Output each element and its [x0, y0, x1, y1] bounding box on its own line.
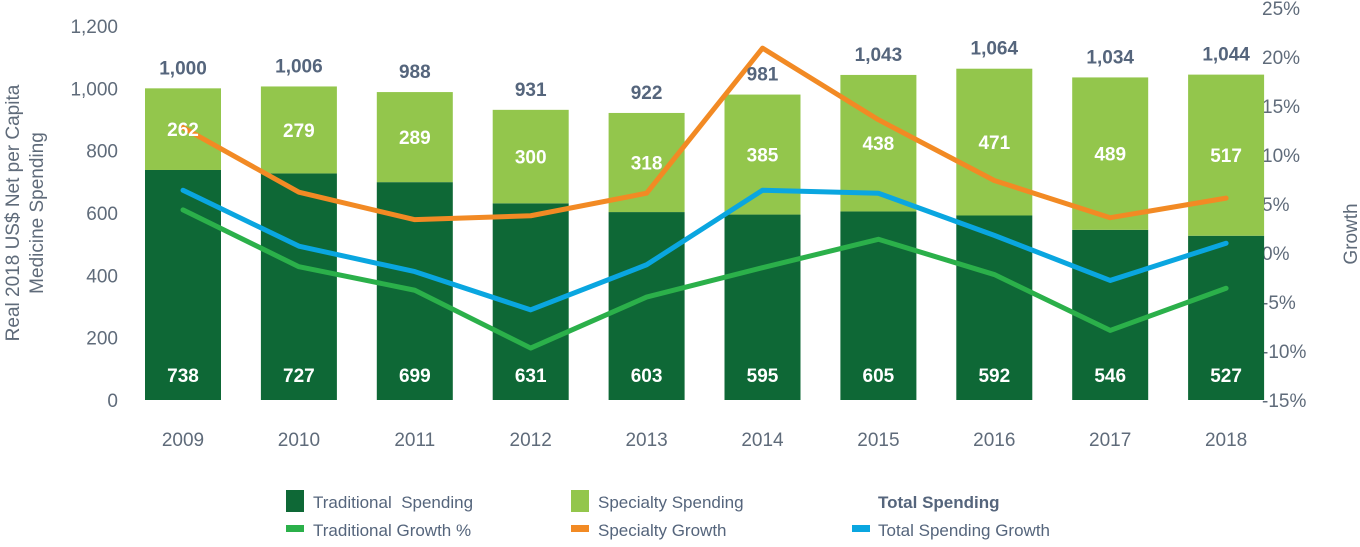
legend-label-specialty-spending: Specialty Spending — [598, 493, 744, 512]
y2-tick-label: 15% — [1262, 97, 1300, 118]
bar-specialty-2014 — [724, 94, 801, 215]
y-tick-label: 0 — [107, 391, 118, 412]
legend: Traditional Spending Specialty Spending … — [286, 490, 1050, 540]
y-tick-label: 600 — [86, 204, 118, 225]
x-axis: 2009 2010 2011 2012 2013 2014 2015 2016 2017 2018 — [162, 430, 1247, 451]
legend-label-specialty-growth: Specialty Growth — [598, 521, 727, 540]
line-specialty-growth — [180, 45, 1229, 223]
right-axis: -15% -10% -5% 0% 5% 10% 15% 20% 25% — [1262, 0, 1306, 412]
legend-label-traditional-growth: Traditional Growth % — [313, 521, 471, 540]
legend-swatch-specialty-spending — [571, 490, 589, 512]
y2-tick-label: -5% — [1262, 293, 1296, 314]
label-traditional-2011: 699 — [399, 366, 431, 387]
label-traditional-2009: 738 — [167, 366, 199, 387]
label-total-2018: 1,044 — [1202, 45, 1250, 66]
bar-traditional-2018 — [1188, 235, 1265, 400]
legend-swatch-traditional-spending — [286, 490, 304, 512]
x-tick-label: 2010 — [278, 430, 320, 451]
bar-specialty-2012 — [492, 109, 569, 204]
y2-tick-label: -10% — [1262, 342, 1306, 363]
line-total-spending-growth — [180, 187, 1229, 313]
x-tick-label: 2017 — [1089, 430, 1131, 451]
label-total-2017: 1,034 — [1086, 47, 1134, 68]
legend-swatch-total-growth — [852, 525, 870, 532]
legend-swatch-specialty-growth — [571, 525, 589, 532]
label-total-2016: 1,064 — [971, 39, 1019, 60]
label-specialty-2010: 279 — [283, 121, 315, 142]
legend-label-total-growth: Total Spending Growth — [878, 521, 1050, 540]
x-tick-label: 2016 — [973, 430, 1015, 451]
x-tick-label: 2012 — [510, 430, 552, 451]
y-tick-label: 1,200 — [70, 17, 118, 38]
x-tick-label: 2011 — [394, 430, 435, 451]
label-total-2013: 922 — [631, 83, 663, 104]
bar-specialty-2017 — [1072, 77, 1149, 230]
y2-tick-label: 0% — [1262, 244, 1290, 265]
labels: 738 262 1,000 727 279 1,006 699 289 988 631 300 931… — [159, 39, 1250, 387]
label-specialty-2017: 489 — [1094, 145, 1126, 166]
label-total-2014: 981 — [747, 65, 779, 86]
x-tick-label: 2013 — [625, 430, 667, 451]
y-tick-label: 200 — [86, 329, 118, 350]
x-tick-label: 2018 — [1205, 430, 1247, 451]
label-specialty-2016: 471 — [978, 133, 1010, 154]
label-traditional-2018: 527 — [1210, 366, 1242, 387]
label-traditional-2017: 546 — [1094, 366, 1126, 387]
label-specialty-2013: 318 — [631, 154, 663, 175]
y-tick-label: 1,000 — [70, 79, 118, 100]
y2-tick-label: -15% — [1262, 391, 1306, 412]
label-specialty-2015: 438 — [863, 134, 895, 155]
label-total-2011: 988 — [399, 62, 431, 83]
label-traditional-2015: 605 — [863, 366, 895, 387]
y-axis-title-line1: Real 2018 US$ Net per Capita — [3, 84, 24, 341]
bar-specialty-2010 — [260, 86, 337, 174]
label-traditional-2016: 592 — [978, 366, 1010, 387]
y2-tick-label: 25% — [1262, 0, 1300, 20]
legend-label-traditional-spending: Traditional Spending — [313, 493, 473, 512]
label-specialty-2012: 300 — [515, 148, 547, 169]
label-specialty-2014: 385 — [747, 146, 779, 167]
label-total-2015: 1,043 — [855, 45, 903, 66]
y-tick-label: 400 — [86, 266, 118, 287]
y2-axis-title: Growth — [1341, 203, 1360, 264]
bar-traditional-2017 — [1072, 229, 1149, 400]
label-specialty-2018: 517 — [1210, 146, 1242, 167]
bar-specialty-2018 — [1188, 74, 1265, 236]
x-tick-label: 2015 — [857, 430, 899, 451]
label-traditional-2013: 603 — [631, 366, 663, 387]
left-axis: 0 200 400 600 800 1,000 1,200 — [70, 17, 118, 412]
bar-specialty-2011 — [376, 92, 453, 183]
x-tick-label: 2009 — [162, 430, 204, 451]
lines — [180, 45, 1229, 351]
y2-tick-label: 5% — [1262, 195, 1290, 216]
line-traditional-growth — [180, 207, 1229, 351]
bar-traditional-2015 — [840, 211, 917, 400]
y-tick-label: 800 — [86, 142, 118, 163]
label-total-2010: 1,006 — [275, 56, 323, 77]
y2-tick-label: 20% — [1262, 48, 1300, 69]
bar-traditional-2014 — [724, 214, 801, 400]
label-traditional-2012: 631 — [515, 366, 547, 387]
legend-label-total-spending: Total Spending — [878, 493, 1000, 512]
y-axis-title-line2: Medicine Spending — [27, 132, 48, 294]
legend-swatch-traditional-growth — [286, 525, 304, 532]
bar-specialty-2015 — [840, 74, 917, 212]
label-traditional-2014: 595 — [747, 366, 779, 387]
bar-traditional-2010 — [260, 173, 337, 400]
label-specialty-2009: 262 — [167, 120, 199, 141]
x-tick-label: 2014 — [741, 430, 784, 451]
label-total-2009: 1,000 — [159, 58, 207, 79]
label-traditional-2010: 727 — [283, 366, 315, 387]
label-total-2012: 931 — [515, 80, 547, 101]
label-specialty-2011: 289 — [399, 128, 431, 149]
y2-tick-label: 10% — [1262, 146, 1300, 167]
